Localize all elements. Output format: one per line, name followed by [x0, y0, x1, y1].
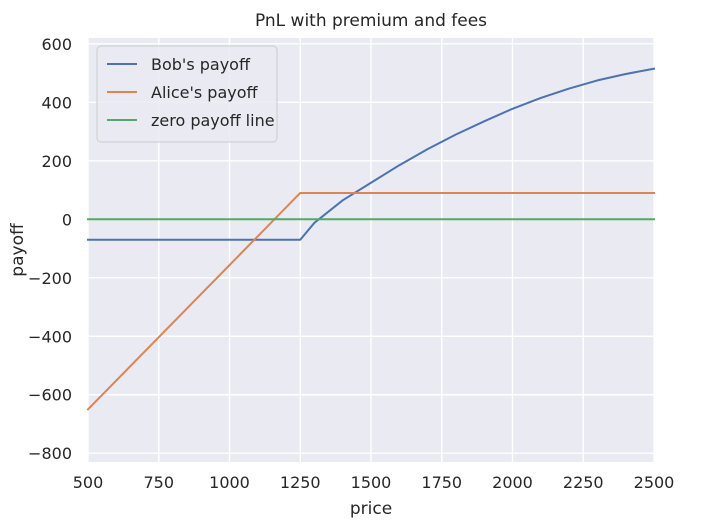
chart-title: PnL with premium and fees: [255, 11, 487, 31]
y-axis-label: payoff: [8, 222, 28, 277]
series-lines: [86, 67, 656, 411]
y-tick-label: −200: [28, 269, 72, 288]
series-line-1: [87, 67, 656, 241]
legend-box: [96, 45, 278, 143]
x-tick-label: 2500: [634, 473, 675, 492]
x-tick-label: 1000: [209, 473, 250, 492]
legend-label-3: zero payoff line: [151, 111, 275, 130]
y-tick-label: −400: [28, 327, 72, 346]
tick-labels: 500 750 1000 1250 1500 1750 2000 2250 2500−800−6…: [28, 35, 674, 492]
y-tick-label: 200: [41, 152, 72, 171]
y-tick-label: 0: [62, 210, 72, 229]
x-tick-label: 2000: [492, 473, 533, 492]
y-tick-label: 400: [41, 93, 72, 112]
x-tick-label: 500: [73, 473, 104, 492]
x-axis-label: price: [350, 499, 392, 519]
x-tick-label: 1750: [421, 473, 462, 492]
y-tick-label: 600: [41, 35, 72, 54]
x-tick-label: 750: [143, 473, 174, 492]
legend-label-2: Alice's payoff: [151, 83, 259, 102]
legend-label-1: Bob's payoff: [151, 55, 251, 74]
legend: Bob's payoff Alice's payoff zero payoff li…: [96, 45, 278, 143]
y-tick-label: −600: [28, 386, 72, 405]
y-tick-label: −800: [28, 444, 72, 463]
x-tick-label: 1500: [351, 473, 392, 492]
x-tick-label: 1250: [280, 473, 321, 492]
series-line-2: [86, 191, 655, 411]
x-tick-label: 2250: [563, 473, 604, 492]
